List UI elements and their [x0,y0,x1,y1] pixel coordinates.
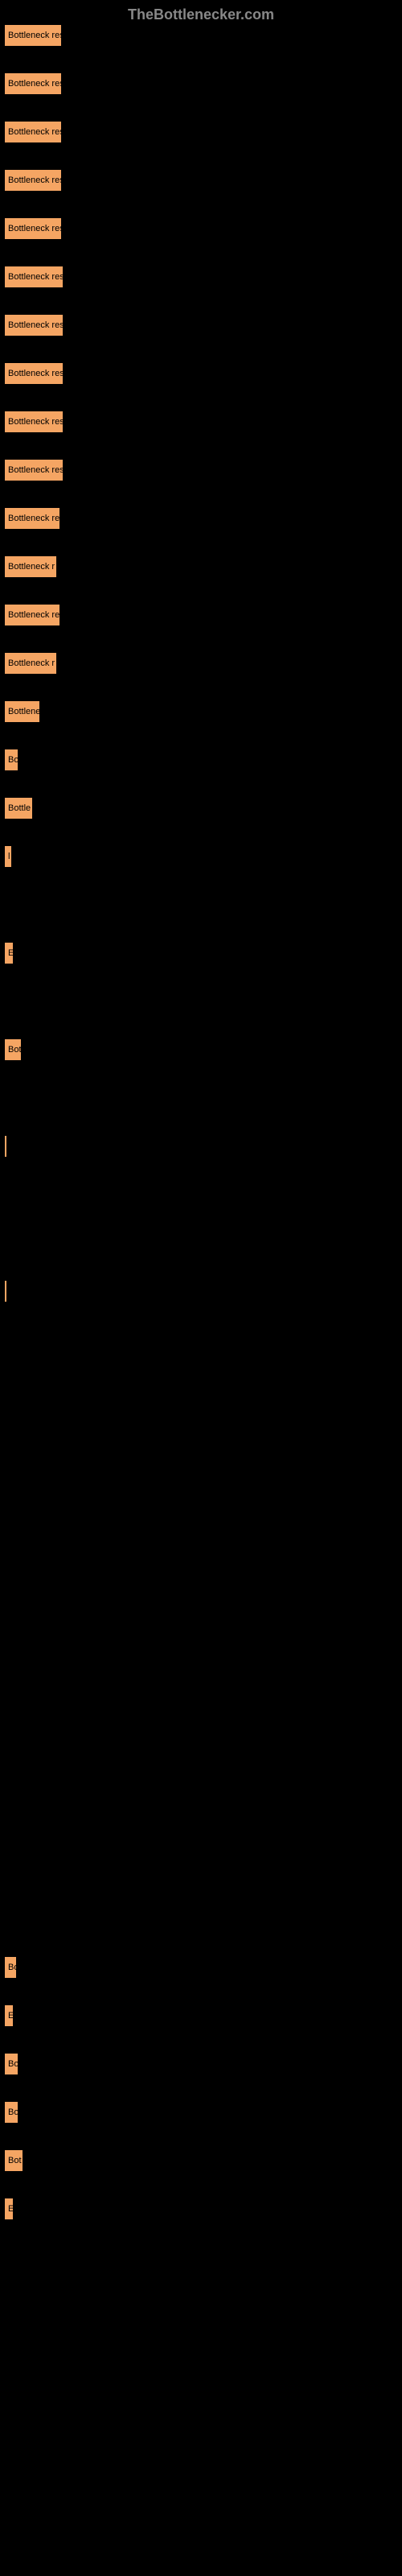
chart-bar [4,1570,6,1592]
chart-bar [4,1328,6,1351]
bar-row [4,1521,402,1544]
bar-row: Bottleneck resu [4,266,402,288]
chart-bar: Bottleneck resu [4,121,62,143]
chart-bar: Bottleneck resu [4,362,64,385]
chart-bar: Bottleneck resu [4,24,62,47]
chart-bar [4,1377,6,1399]
bar-row [4,1860,402,1882]
chart-bar: Bottleneck res [4,604,60,626]
bar-row [4,1377,402,1399]
bar-row: Bottleneck resu [4,314,402,336]
bar-row: Bottleneck resu [4,121,402,143]
bar-row [4,1135,402,1158]
chart-bar: Bot [4,2149,23,2172]
bar-row [4,1232,402,1254]
chart-bar: Bottleneck r [4,652,57,675]
bar-row: E [4,2004,402,2027]
bar-row [4,1183,402,1206]
chart-bar: Bottle [4,797,33,819]
bar-row: Bottleneck resu [4,169,402,192]
chart-bar [4,1473,6,1496]
chart-bar: E [4,942,14,964]
chart-bar: Bottleneck resu [4,314,64,336]
bar-row: Bottleneck resu [4,24,402,47]
chart-bar [4,1521,6,1544]
bar-row: Bottleneck res [4,604,402,626]
chart-bar: Bottleneck resu [4,169,62,192]
chart-bar [4,1135,7,1158]
bar-row: l [4,845,402,868]
bar-row [4,1473,402,1496]
chart-bar: Bo [4,2053,18,2075]
bar-row [4,990,402,1013]
bar-row: Bottleneck res [4,507,402,530]
chart-bar [4,894,6,916]
chart-bar [4,1618,6,1641]
bar-row [4,1280,402,1302]
bar-row [4,1087,402,1109]
chart-bar: Bottleneck r [4,555,57,578]
chart-bar [4,1183,6,1206]
bar-row [4,1328,402,1351]
bar-row: Bottleneck resu [4,411,402,433]
bar-row [4,1425,402,1447]
chart-bar [4,990,6,1013]
bar-row: Bottleneck resu [4,459,402,481]
chart-bar: l [4,845,12,868]
chart-bar: Bottleneck res [4,507,60,530]
chart-bar [4,1763,6,1785]
bar-row [4,1618,402,1641]
chart-bar [4,1666,6,1689]
chart-bar: Bottleneck resu [4,266,64,288]
chart-bar [4,1232,6,1254]
chart-bar [4,1811,6,1834]
chart-bar [4,1087,6,1109]
bar-row: Bo [4,1956,402,1979]
bar-row: Bottle [4,797,402,819]
bar-row [4,894,402,916]
bar-chart: Bottleneck resu Bottleneck resu Bottleneck… [0,0,402,2220]
chart-bar: Bot [4,1038,22,1061]
chart-bar: Bo [4,749,18,771]
bar-row: Bo [4,2053,402,2075]
chart-bar: Bottleneck resu [4,459,64,481]
bar-row: Bottleneck r [4,555,402,578]
chart-bar [4,1425,6,1447]
chart-bar [4,1280,7,1302]
chart-bar: E [4,2198,14,2220]
bar-row [4,1811,402,1834]
chart-bar: Bottlene [4,700,40,723]
chart-bar: Bo [4,1956,17,1979]
bar-row: Bo [4,749,402,771]
bar-row: Bottleneck resu [4,362,402,385]
chart-bar: Bottleneck resu [4,217,62,240]
bar-row: E [4,942,402,964]
bar-row [4,1666,402,1689]
bar-row: Bottleneck resu [4,72,402,95]
bar-row [4,1570,402,1592]
chart-bar [4,1908,6,1930]
chart-bar: Bottleneck resu [4,72,62,95]
bar-row [4,1908,402,1930]
chart-bar: Bo [4,2101,18,2124]
watermark-text: TheBottlenecker.com [128,6,274,23]
chart-bar: Bottleneck resu [4,411,64,433]
bar-row [4,1715,402,1737]
bar-row: Bottlene [4,700,402,723]
bar-row: Bottleneck resu [4,217,402,240]
chart-bar [4,1860,6,1882]
bar-row: Bottleneck r [4,652,402,675]
bar-row: E [4,2198,402,2220]
chart-bar: E [4,2004,14,2027]
bar-row: Bot [4,2149,402,2172]
bar-row [4,1763,402,1785]
bar-row: Bo [4,2101,402,2124]
bar-row: Bot [4,1038,402,1061]
chart-bar [4,1715,6,1737]
